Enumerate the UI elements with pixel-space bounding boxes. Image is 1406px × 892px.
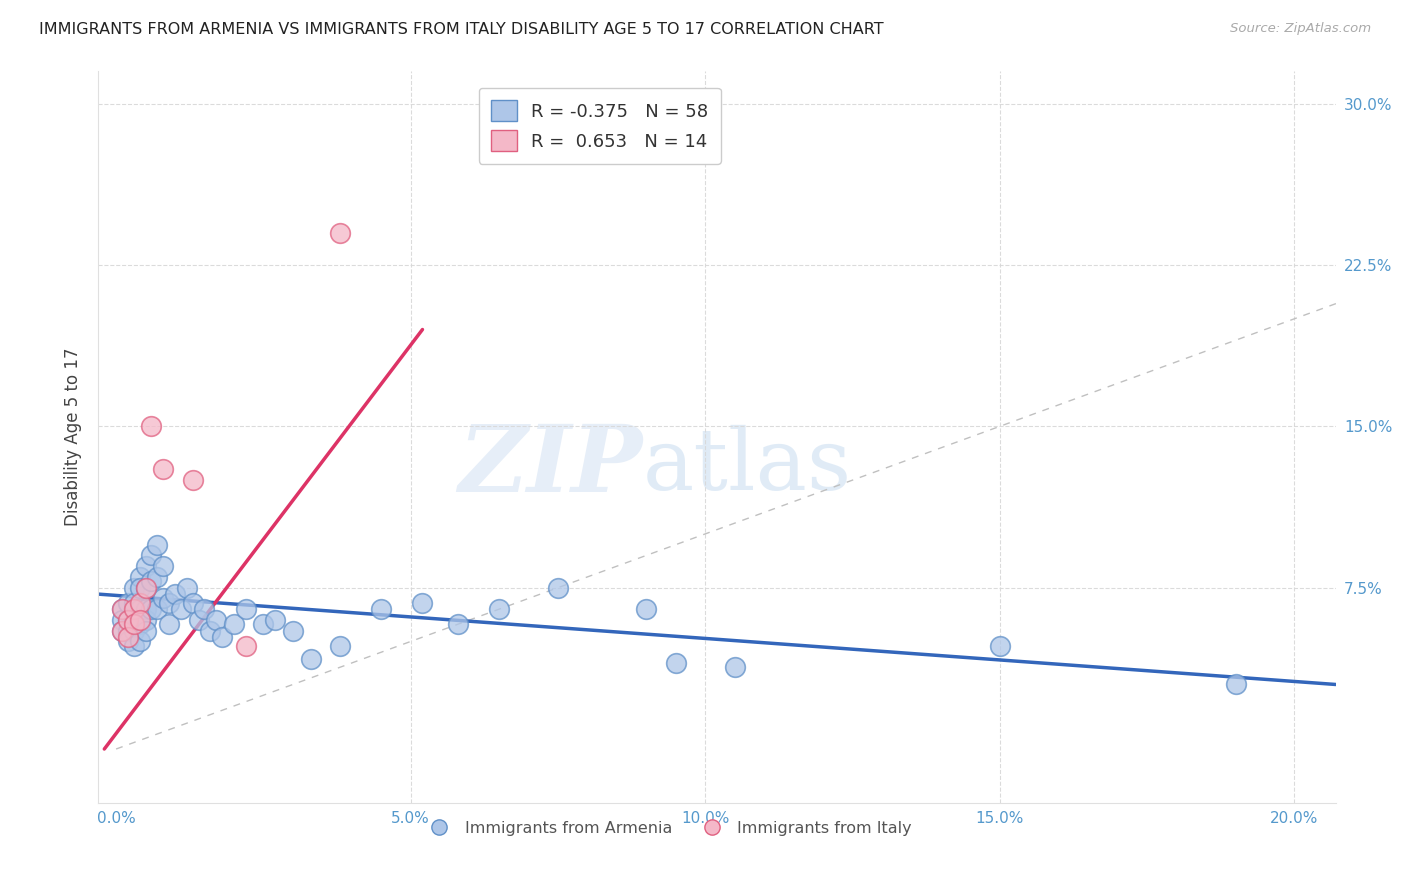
Point	[135, 602, 157, 616]
Text: ZIP: ZIP	[458, 421, 643, 511]
Point	[111, 602, 134, 616]
Point	[205, 613, 228, 627]
Point	[152, 462, 174, 476]
Point	[122, 602, 145, 616]
Point	[665, 656, 688, 670]
Point	[122, 617, 145, 632]
Point	[176, 581, 198, 595]
Text: atlas: atlas	[643, 425, 852, 508]
Point	[128, 634, 150, 648]
Point	[141, 602, 163, 616]
Point	[128, 581, 150, 595]
Point	[411, 596, 433, 610]
Point	[141, 549, 163, 563]
Point	[128, 617, 150, 632]
Point	[146, 570, 169, 584]
Point	[111, 613, 134, 627]
Point	[122, 639, 145, 653]
Point	[122, 581, 145, 595]
Legend: Immigrants from Armenia, Immigrants from Italy: Immigrants from Armenia, Immigrants from…	[416, 814, 918, 842]
Point	[1225, 677, 1247, 691]
Y-axis label: Disability Age 5 to 17: Disability Age 5 to 17	[63, 348, 82, 526]
Point	[547, 581, 569, 595]
Point	[252, 617, 274, 632]
Point	[135, 581, 157, 595]
Point	[264, 613, 287, 627]
Point	[370, 602, 392, 616]
Point	[724, 660, 747, 674]
Point	[122, 596, 145, 610]
Point	[117, 613, 139, 627]
Point	[299, 651, 322, 665]
Point	[235, 602, 257, 616]
Point	[111, 624, 134, 638]
Point	[122, 613, 145, 627]
Text: Source: ZipAtlas.com: Source: ZipAtlas.com	[1230, 22, 1371, 36]
Point	[200, 624, 222, 638]
Point	[128, 613, 150, 627]
Point	[447, 617, 470, 632]
Point	[128, 602, 150, 616]
Point	[117, 634, 139, 648]
Point	[152, 559, 174, 574]
Point	[181, 473, 204, 487]
Point	[235, 639, 257, 653]
Point	[211, 630, 233, 644]
Point	[135, 613, 157, 627]
Point	[135, 581, 157, 595]
Point	[146, 538, 169, 552]
Text: IMMIGRANTS FROM ARMENIA VS IMMIGRANTS FROM ITALY DISABILITY AGE 5 TO 17 CORRELAT: IMMIGRANTS FROM ARMENIA VS IMMIGRANTS FR…	[39, 22, 884, 37]
Point	[135, 559, 157, 574]
Point	[988, 639, 1011, 653]
Point	[128, 570, 150, 584]
Point	[281, 624, 304, 638]
Point	[181, 596, 204, 610]
Point	[135, 624, 157, 638]
Point	[329, 226, 352, 240]
Point	[111, 602, 134, 616]
Point	[117, 613, 139, 627]
Point	[163, 587, 186, 601]
Point	[157, 596, 180, 610]
Point	[488, 602, 510, 616]
Point	[146, 602, 169, 616]
Point	[329, 639, 352, 653]
Point	[141, 574, 163, 589]
Point	[141, 419, 163, 434]
Point	[636, 602, 658, 616]
Point	[117, 596, 139, 610]
Point	[128, 596, 150, 610]
Point	[222, 617, 245, 632]
Point	[157, 617, 180, 632]
Point	[187, 613, 209, 627]
Point	[117, 624, 139, 638]
Point	[117, 630, 139, 644]
Point	[152, 591, 174, 606]
Point	[111, 624, 134, 638]
Point	[122, 624, 145, 638]
Point	[193, 602, 215, 616]
Point	[170, 602, 193, 616]
